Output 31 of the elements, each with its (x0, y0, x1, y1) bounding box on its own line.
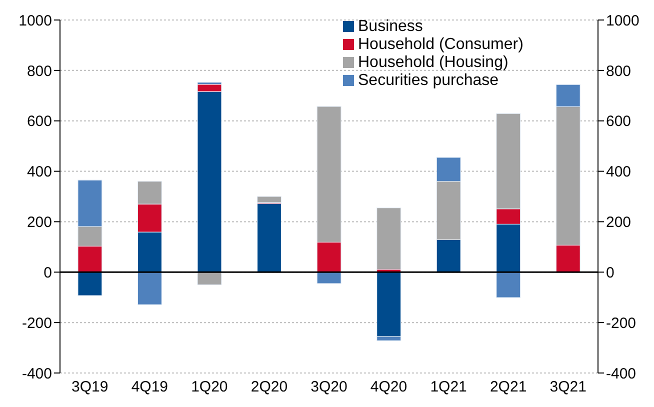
y-tick-label: 200 (26, 214, 52, 232)
x-tick-label: 2Q20 (250, 378, 288, 396)
bar (376, 208, 402, 270)
x-tick-label: 2Q21 (490, 378, 527, 396)
legend-label: Household (Consumer) (358, 36, 524, 53)
y2-tick-label: -400 (606, 365, 636, 382)
x-tick-label: 3Q19 (72, 378, 108, 396)
y2-tick-label: -200 (606, 314, 636, 332)
y2-tick-label: 800 (606, 62, 632, 80)
legend-label: Securities purchase (358, 72, 499, 89)
x-tick-label: 4Q20 (370, 378, 408, 396)
bar (376, 272, 402, 337)
y2-tick-label: 400 (606, 164, 632, 181)
y2-tick-label: 0 (606, 264, 614, 282)
y-tick-label: 400 (26, 164, 52, 181)
y-tick-label: 0 (44, 264, 52, 282)
y-tick-label: 1000 (18, 12, 52, 30)
x-tick-label: 4Q19 (131, 378, 168, 396)
legend-label: Household (Housing) (358, 54, 508, 71)
y-tick-label: 800 (26, 62, 52, 80)
x-tick-label: 3Q21 (550, 378, 586, 396)
y-tick-label: -400 (22, 365, 52, 382)
legend-label: Business (358, 18, 423, 35)
x-tick-label: 1Q21 (430, 378, 467, 396)
x-tick-label: 1Q20 (191, 378, 228, 396)
y2-tick-label: 600 (606, 113, 632, 130)
y-tick-label: -200 (22, 314, 52, 332)
y-tick-label: 600 (26, 113, 52, 130)
y2-tick-label: 1000 (606, 12, 640, 30)
y2-tick-label: 200 (606, 214, 632, 232)
x-tick-label: 3Q20 (310, 378, 348, 396)
